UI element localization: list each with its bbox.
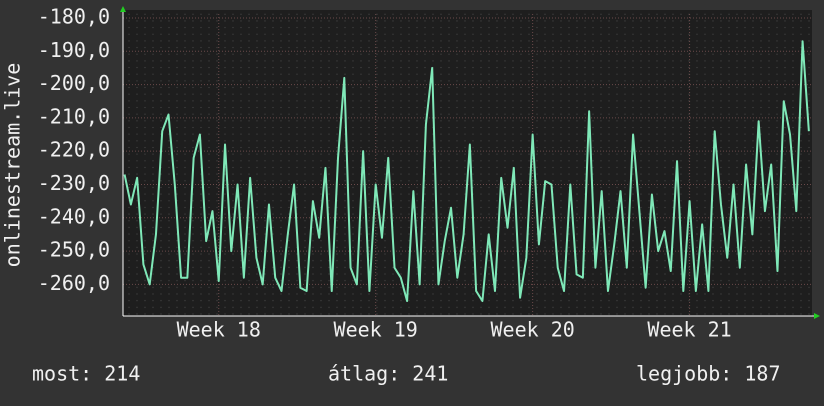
x-tick-label: Week 19 [334, 318, 418, 342]
x-tick-label: Week 20 [490, 318, 574, 342]
y-tick-label: -190,0 [38, 38, 110, 62]
y-axis-label: onlinestream.live [1, 63, 25, 268]
y-tick-label: -180,0 [38, 4, 110, 28]
y-tick-label: -250,0 [38, 238, 110, 262]
footer-average: átlag: 241 [328, 362, 448, 386]
axis-arrow [814, 313, 820, 319]
y-tick-label: -260,0 [38, 271, 110, 295]
y-tick-label: -210,0 [38, 104, 110, 128]
series-line [123, 40, 810, 303]
y-tick-label: -200,0 [38, 71, 110, 95]
footer-best: legjobb: 187 [636, 362, 781, 386]
axis-arrow [120, 6, 126, 12]
footer-now: most: 214 [32, 362, 140, 386]
x-tick-label: Week 21 [647, 318, 731, 342]
y-tick-label: -240,0 [38, 204, 110, 228]
y-tick-label: -230,0 [38, 171, 110, 195]
plot-area [123, 10, 812, 316]
y-tick-label: -220,0 [38, 138, 110, 162]
x-tick-label: Week 18 [177, 318, 261, 342]
